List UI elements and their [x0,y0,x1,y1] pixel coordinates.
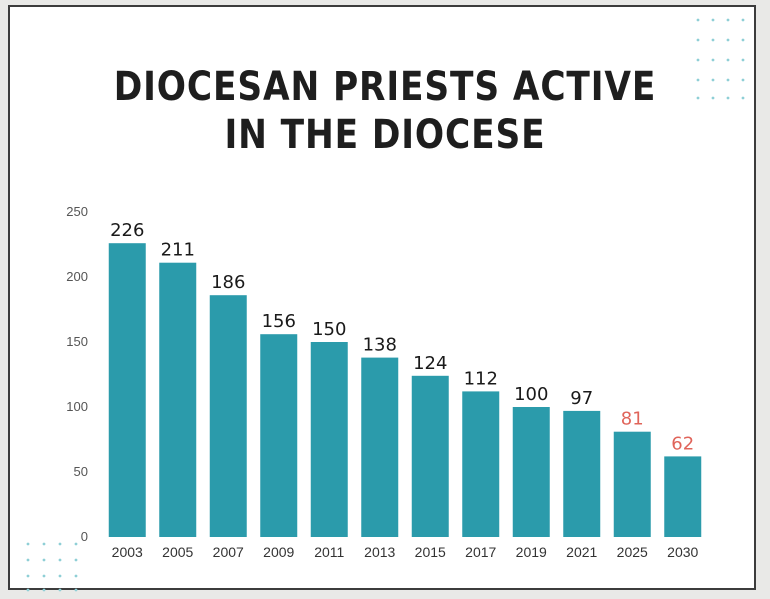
value-label-2021: 97 [570,388,593,409]
bar-2011 [310,342,348,537]
x-tick-label-2011: 2011 [314,544,344,560]
x-tick-label-2030: 2030 [667,544,698,560]
x-tick-label-2025: 2025 [617,544,648,560]
value-label-2007: 186 [211,272,245,293]
bar-2013 [361,357,399,537]
x-tick-label-2003: 2003 [112,544,143,560]
value-label-2030: 62 [671,433,694,454]
bar-2019 [512,407,550,537]
x-tick-label-2021: 2021 [566,544,597,560]
bar-2003 [108,243,146,537]
x-tick-label-2005: 2005 [162,544,193,560]
x-tick-label-2019: 2019 [516,544,547,560]
value-label-2025: 81 [621,409,644,430]
value-label-2015: 124 [413,353,447,374]
x-tick-label-2007: 2007 [213,544,244,560]
y-tick-label: 150 [66,334,88,349]
chart-title-line-2: IN THE DIOCESE [224,112,546,158]
y-tick-label: 200 [66,269,88,284]
x-tick-label-2017: 2017 [465,544,496,560]
bar-2005 [159,262,197,537]
value-label-2011: 150 [312,319,346,340]
bar-2025 [613,431,651,537]
bar-2009 [260,334,298,537]
y-tick-label: 50 [74,464,88,479]
bar-2030 [664,456,702,537]
y-tick-label: 0 [81,529,88,544]
value-label-2013: 138 [363,335,397,356]
x-tick-label-2009: 2009 [263,544,294,560]
decorative-dot-grid-top-right [696,18,745,100]
value-label-2003: 226 [110,220,144,241]
value-label-2005: 211 [161,240,195,261]
y-tick-label: 250 [66,204,88,219]
chart-title-line-1: DIOCESAN PRIESTS ACTIVE [113,64,657,110]
x-tick-label-2013: 2013 [364,544,395,560]
bar-2017 [462,391,500,537]
decorative-dot-grid-bottom-left [26,542,78,592]
x-tick-label-2015: 2015 [415,544,446,560]
value-label-2019: 100 [514,384,548,405]
bar-2007 [209,295,247,537]
value-label-2009: 156 [262,311,296,332]
bar-2021 [563,410,601,537]
value-label-2017: 112 [464,368,498,389]
bar-2015 [411,375,449,537]
y-tick-label: 100 [66,399,88,414]
